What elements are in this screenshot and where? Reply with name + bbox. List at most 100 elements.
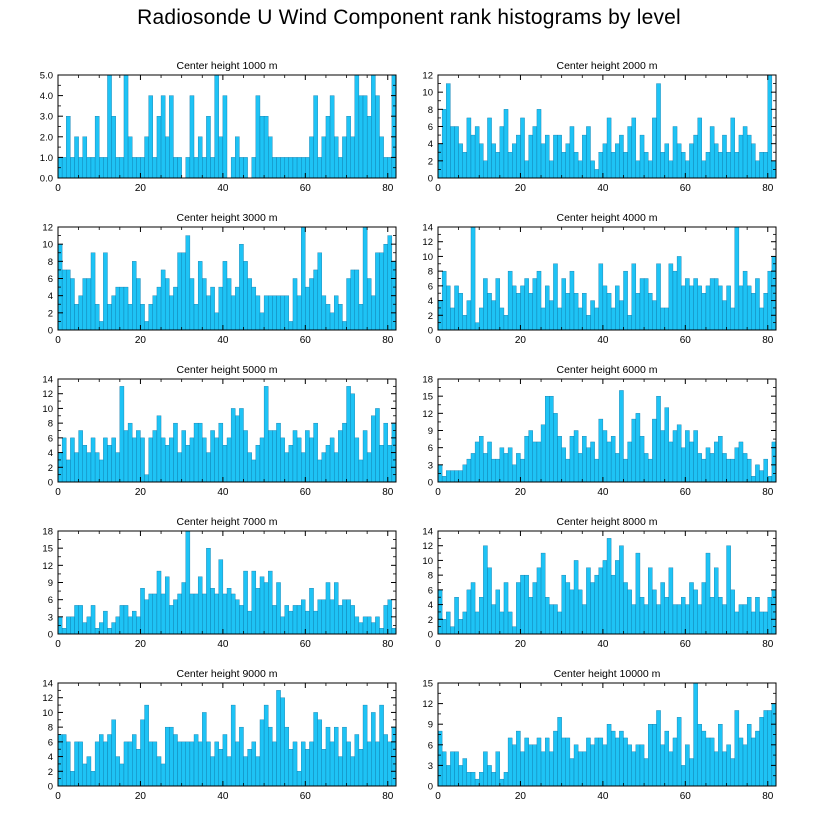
- histogram-bar: [512, 744, 517, 787]
- histogram-bar: [458, 470, 463, 483]
- histogram-bar: [268, 295, 273, 331]
- y-tick-label: 0: [48, 326, 53, 337]
- histogram-bar: [524, 436, 529, 483]
- y-tick-label: 2: [428, 615, 433, 626]
- histogram-bar: [309, 437, 314, 483]
- histogram-bar: [115, 756, 121, 787]
- histogram-bar: [136, 278, 141, 331]
- histogram-bar: [594, 169, 599, 179]
- histogram-bar: [462, 758, 468, 787]
- histogram-bar: [169, 295, 174, 331]
- histogram-bar: [755, 464, 760, 483]
- histogram-bar: [243, 756, 248, 787]
- histogram-bar: [185, 157, 191, 179]
- histogram-bar: [713, 441, 719, 483]
- histogram-bar: [627, 744, 632, 787]
- y-tick-label: 14: [42, 679, 53, 690]
- y-tick-label: 4: [428, 296, 433, 307]
- histogram-bar: [718, 597, 723, 635]
- histogram-bar: [164, 726, 170, 787]
- histogram-bar: [362, 704, 368, 787]
- histogram-bar: [136, 430, 141, 483]
- histogram-bar: [292, 605, 298, 635]
- histogram-bar: [94, 304, 100, 331]
- histogram-bar: [549, 751, 554, 787]
- histogram-bar: [454, 470, 459, 483]
- histogram-bar: [656, 395, 661, 483]
- histogram-bar: [333, 136, 339, 179]
- histogram-bar: [648, 724, 653, 787]
- y-tick-label: 9: [428, 426, 433, 437]
- histogram-bar: [202, 712, 207, 787]
- histogram-bar: [685, 160, 690, 179]
- histogram-bar: [458, 293, 463, 331]
- histogram-bar: [586, 126, 591, 179]
- panel-5: Center height 5000 m 0 20 40 60 80 0 2 4 6 8 10 12 14: [42, 364, 397, 498]
- histogram-bar: [746, 458, 752, 483]
- histogram-bar: [288, 610, 294, 635]
- histogram-bar: [664, 597, 670, 635]
- histogram-bar: [276, 422, 281, 483]
- y-tick-label: 10: [42, 240, 53, 251]
- histogram-bar: [193, 304, 199, 331]
- histogram-bar: [383, 243, 388, 331]
- histogram-bar: [458, 143, 463, 179]
- histogram-bar: [763, 611, 768, 635]
- histogram-bar: [627, 315, 632, 331]
- histogram-bar: [346, 116, 351, 179]
- histogram-bar: [358, 95, 364, 179]
- histogram-bar: [123, 286, 129, 331]
- histogram-bar: [689, 143, 694, 179]
- histogram-bar: [610, 574, 616, 635]
- histogram-bar: [144, 599, 149, 635]
- histogram-bar: [301, 452, 306, 483]
- histogram-bar: [193, 593, 199, 635]
- histogram-bar: [685, 278, 690, 331]
- histogram-bar: [296, 437, 302, 483]
- histogram-bar: [325, 726, 331, 787]
- histogram-bar: [82, 763, 88, 787]
- x-tick-label: 40: [217, 183, 229, 194]
- histogram-bar: [474, 778, 480, 787]
- histogram-bar: [590, 300, 595, 331]
- histogram-bar: [693, 430, 698, 483]
- x-tick-label: 0: [435, 639, 441, 650]
- histogram-bar: [738, 604, 744, 635]
- histogram-bar: [181, 430, 186, 483]
- histogram-bar: [354, 616, 360, 635]
- histogram-bar: [177, 252, 182, 331]
- histogram-bar: [462, 611, 468, 635]
- histogram-bar: [528, 744, 533, 787]
- histogram-bar: [350, 605, 355, 635]
- histogram-bar: [450, 307, 455, 331]
- histogram-bar: [635, 413, 641, 483]
- histogram-bar: [474, 611, 480, 635]
- y-tick-label: 14: [422, 527, 433, 538]
- histogram-bar: [610, 436, 616, 483]
- histogram-bar: [479, 143, 484, 179]
- histogram-bar: [635, 293, 641, 331]
- histogram-bar: [181, 741, 186, 787]
- histogram-bar: [152, 593, 158, 635]
- histogram-bar: [722, 300, 727, 331]
- histogram-bar: [693, 589, 698, 635]
- histogram-bar: [226, 756, 232, 787]
- histogram-bar: [127, 616, 133, 635]
- histogram-bar: [160, 593, 166, 635]
- y-tick-label: 6: [428, 122, 433, 133]
- histogram-bar: [251, 286, 257, 331]
- histogram-bar: [197, 422, 203, 483]
- histogram-bar: [177, 452, 182, 483]
- histogram-bar: [210, 756, 215, 787]
- histogram-bar: [152, 741, 158, 787]
- histogram-bar: [206, 116, 211, 179]
- histogram-bar: [235, 741, 240, 787]
- x-tick-label: 40: [217, 335, 229, 346]
- histogram-bar: [590, 582, 595, 635]
- histogram-bar: [499, 447, 505, 483]
- histogram-bar: [296, 605, 302, 635]
- histogram-bar: [598, 567, 604, 635]
- histogram-bar: [598, 737, 604, 787]
- histogram-bar: [127, 304, 133, 331]
- y-tick-label: 0: [428, 478, 433, 489]
